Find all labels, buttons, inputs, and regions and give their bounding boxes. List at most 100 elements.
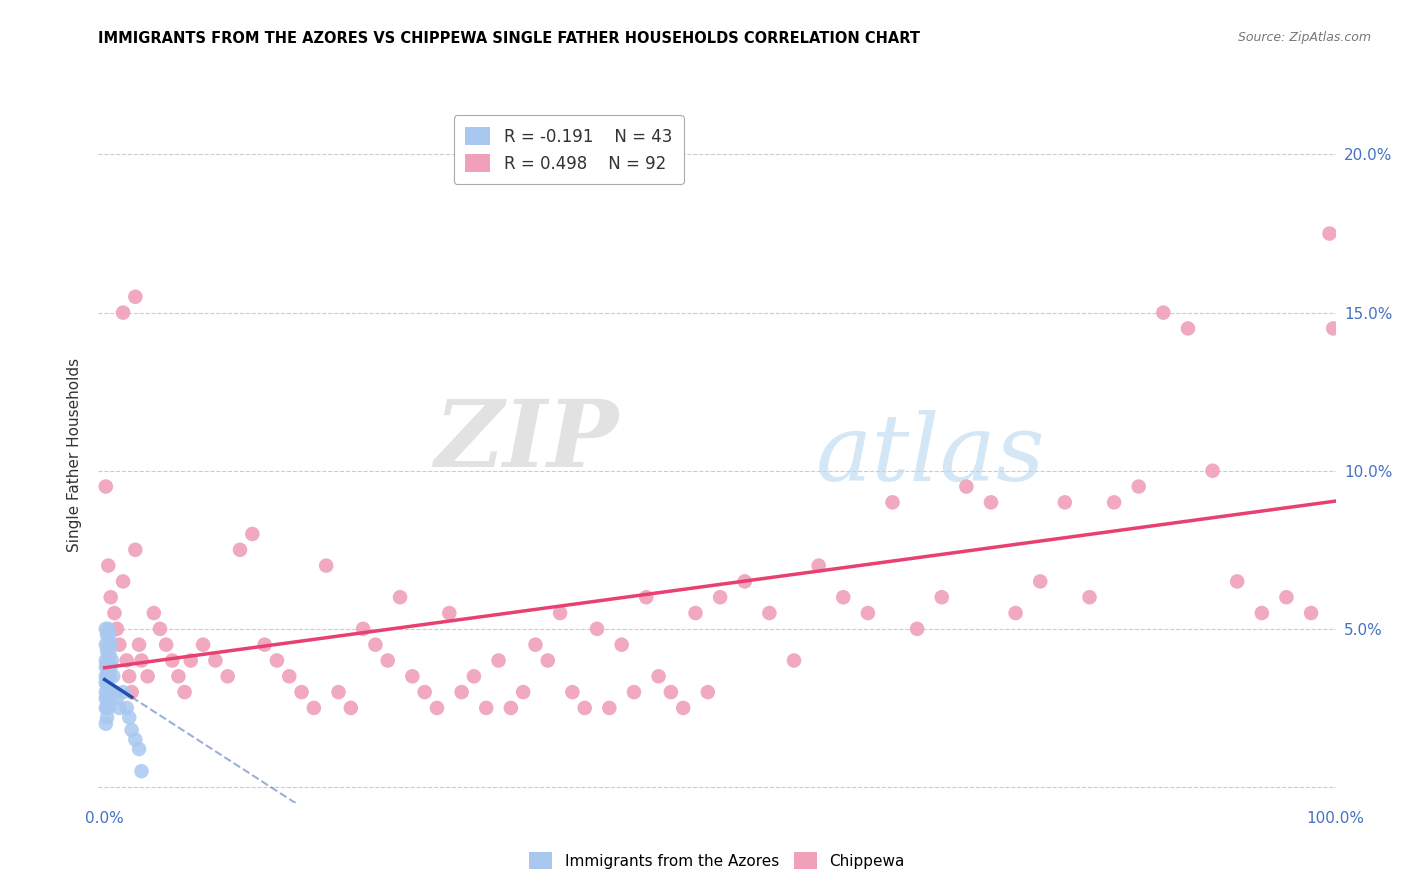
Point (204, 653, 226, 667)
Point (167, 669, 190, 683)
Point (98, 669, 121, 683)
Point (475, 701, 498, 715)
Point (439, 606, 461, 620)
Point (94, 479, 117, 493)
Point (266, 653, 288, 667)
Point (94, 638, 117, 652)
Point (659, 685, 682, 699)
Point (100, 638, 122, 652)
Point (1004, 606, 1026, 620)
Point (1029, 574, 1052, 589)
Point (94, 660, 117, 674)
Point (98, 691, 121, 706)
Point (524, 638, 547, 652)
Point (955, 479, 977, 493)
Point (97, 653, 120, 667)
Point (121, 685, 143, 699)
Point (108, 701, 131, 715)
Text: Source: ZipAtlas.com: Source: ZipAtlas.com (1237, 31, 1371, 45)
Point (315, 558, 337, 573)
Point (97, 638, 120, 652)
Point (103, 669, 125, 683)
Point (856, 606, 879, 620)
Point (96, 644, 118, 658)
Point (98, 628, 121, 642)
Point (696, 685, 718, 699)
Point (389, 591, 412, 605)
Point (783, 653, 806, 667)
Point (1319, 227, 1341, 241)
Text: IMMIGRANTS FROM THE AZORES VS CHIPPEWA SINGLE FATHER HOUSEHOLDS CORRELATION CHAR: IMMIGRANTS FROM THE AZORES VS CHIPPEWA S… (98, 31, 921, 46)
Point (115, 653, 138, 667)
Point (112, 574, 135, 589)
Point (94, 701, 117, 715)
Point (328, 685, 350, 699)
Point (98, 647, 121, 661)
Point (103, 606, 125, 620)
Point (302, 701, 325, 715)
Point (124, 542, 146, 557)
Point (229, 542, 252, 557)
Point (1053, 495, 1076, 509)
Y-axis label: Single Father Households: Single Father Households (67, 358, 83, 552)
Point (1250, 606, 1272, 620)
Point (105, 622, 128, 636)
Point (124, 732, 146, 747)
Point (882, 495, 904, 509)
Point (96, 669, 118, 683)
Point (97, 622, 120, 636)
Point (413, 685, 436, 699)
Point (155, 638, 177, 652)
Point (980, 495, 1002, 509)
Point (103, 685, 125, 699)
Point (94, 653, 117, 667)
Point (217, 669, 239, 683)
Point (512, 685, 534, 699)
Text: atlas: atlas (815, 410, 1046, 500)
Point (128, 638, 150, 652)
Point (131, 653, 153, 667)
Point (586, 622, 609, 636)
Point (94, 716, 117, 731)
Point (97, 701, 120, 715)
Point (598, 701, 620, 715)
Point (97, 669, 120, 683)
Point (1275, 591, 1298, 605)
Point (931, 591, 953, 605)
Point (124, 290, 146, 304)
Text: ZIP: ZIP (434, 396, 619, 486)
Point (450, 685, 472, 699)
Point (1177, 321, 1199, 335)
Point (191, 638, 214, 652)
Point (121, 723, 143, 737)
Point (1128, 479, 1150, 493)
Point (364, 638, 387, 652)
Point (352, 622, 374, 636)
Point (94, 675, 117, 690)
Point (108, 638, 131, 652)
Point (96, 628, 118, 642)
Point (709, 591, 731, 605)
Point (685, 606, 707, 620)
Point (100, 685, 122, 699)
Point (377, 653, 399, 667)
Point (105, 691, 128, 706)
Point (97, 558, 120, 573)
Point (253, 638, 276, 652)
Point (758, 606, 780, 620)
Point (647, 669, 669, 683)
Point (1078, 591, 1101, 605)
Point (100, 591, 122, 605)
Point (97, 685, 120, 699)
Point (94, 622, 117, 636)
Point (1226, 574, 1249, 589)
Point (94, 691, 117, 706)
Point (1152, 305, 1174, 319)
Point (463, 669, 485, 683)
Point (832, 591, 855, 605)
Point (131, 764, 153, 779)
Point (96, 691, 118, 706)
Point (499, 701, 522, 715)
Point (290, 685, 312, 699)
Point (426, 701, 449, 715)
